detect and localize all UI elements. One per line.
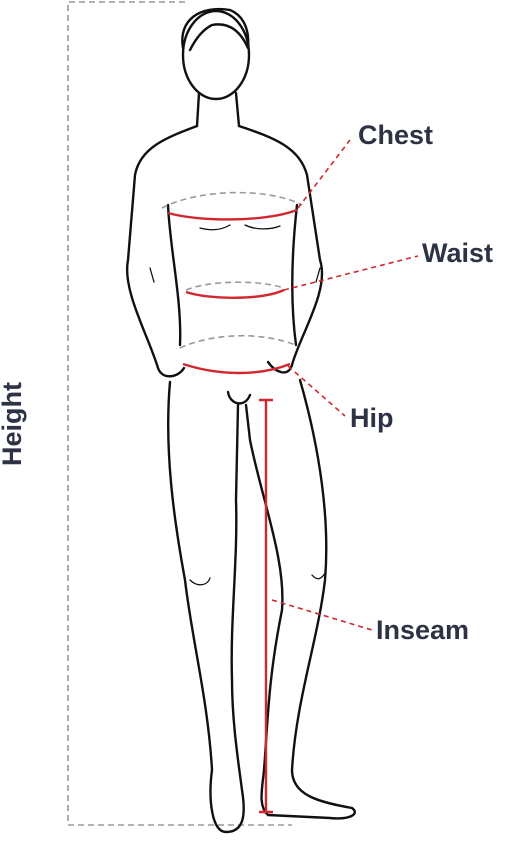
- height-frame: [67, 1, 292, 826]
- right-arm: [237, 124, 324, 374]
- chest-guide: [161, 191, 303, 209]
- knees: [189, 571, 327, 586]
- right-leg: [244, 378, 356, 820]
- waist-leader: [283, 255, 419, 291]
- measurements: [167, 139, 419, 814]
- chest-label: Chest: [358, 120, 433, 150]
- hip-leader: [287, 365, 346, 417]
- torso: [166, 203, 299, 347]
- hip-label: Hip: [350, 403, 394, 433]
- inseam-line: [259, 398, 273, 814]
- neck: [195, 91, 241, 128]
- hip-line: [182, 362, 291, 375]
- inseam-label: Inseam: [376, 615, 469, 645]
- waist-line: [185, 288, 285, 299]
- head: [181, 9, 251, 101]
- hair: [181, 7, 250, 52]
- height-guide: [67, 1, 292, 826]
- guides: [161, 191, 303, 349]
- hip-guide: [179, 334, 299, 349]
- chest-line: [167, 208, 298, 221]
- left-arm: [125, 124, 199, 378]
- crotch: [226, 390, 252, 405]
- height-label: Height: [0, 382, 27, 466]
- figure: [125, 7, 356, 834]
- left-leg: [167, 380, 245, 834]
- waist-label: Waist: [422, 238, 493, 268]
- body-details: [149, 224, 321, 283]
- waist-guide: [185, 281, 285, 291]
